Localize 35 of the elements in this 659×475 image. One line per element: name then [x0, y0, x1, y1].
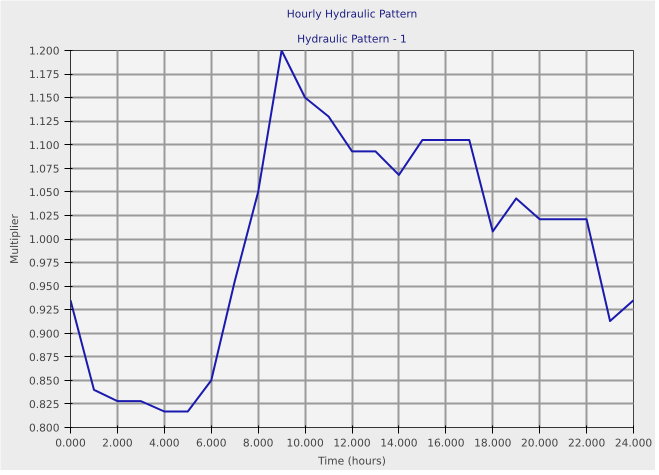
y-tick-label: 1.175	[28, 68, 60, 82]
x-tick-label: 2.000	[102, 436, 133, 450]
y-tick-label: 1.150	[28, 92, 60, 105]
y-tick-label: 0.950	[28, 280, 60, 294]
y-tick-label: 0.800	[28, 422, 60, 434]
y-tick-label: 1.100	[28, 138, 60, 152]
x-tick-label: 24.000	[614, 436, 652, 450]
x-tick-label: 22.000	[568, 436, 606, 450]
y-tick-label: 0.850	[28, 374, 60, 388]
x-tick-label: 20.000	[521, 436, 559, 450]
y-tick-label: 0.875	[28, 350, 60, 364]
chart-subtitle: Hydraulic Pattern - 1	[297, 32, 407, 46]
y-tick-label: 1.025	[28, 209, 60, 222]
chart-title: Hourly Hydraulic Pattern	[286, 8, 418, 20]
x-tick-label: 6.000	[196, 436, 227, 450]
y-tick-label: 0.825	[28, 398, 60, 411]
y-tick-label: 0.900	[28, 327, 60, 340]
y-tick-label: 1.125	[28, 115, 60, 128]
y-tick-label: 1.050	[28, 186, 60, 199]
x-axis-title: Time (hours)	[317, 454, 386, 468]
x-tick-label: 8.000	[242, 436, 274, 450]
x-tick-label: 16.000	[427, 436, 465, 450]
x-tick-label: 4.000	[149, 436, 180, 450]
y-tick-label: 0.975	[28, 256, 60, 270]
y-tick-label: 0.925	[28, 304, 60, 317]
y-tick-label: 1.075	[28, 162, 60, 176]
y-tick-label: 1.000	[28, 233, 60, 246]
x-tick-label: 14.000	[380, 436, 418, 450]
y-axis-title: Multiplier	[8, 214, 21, 264]
x-tick-label: 18.000	[474, 436, 512, 450]
x-tick-label: 10.000	[286, 436, 324, 450]
line-series	[70, 50, 634, 412]
x-tick-label: 0.000	[55, 436, 86, 450]
x-tick-label: 12.000	[333, 436, 371, 450]
y-tick-label: 1.200	[28, 44, 60, 58]
